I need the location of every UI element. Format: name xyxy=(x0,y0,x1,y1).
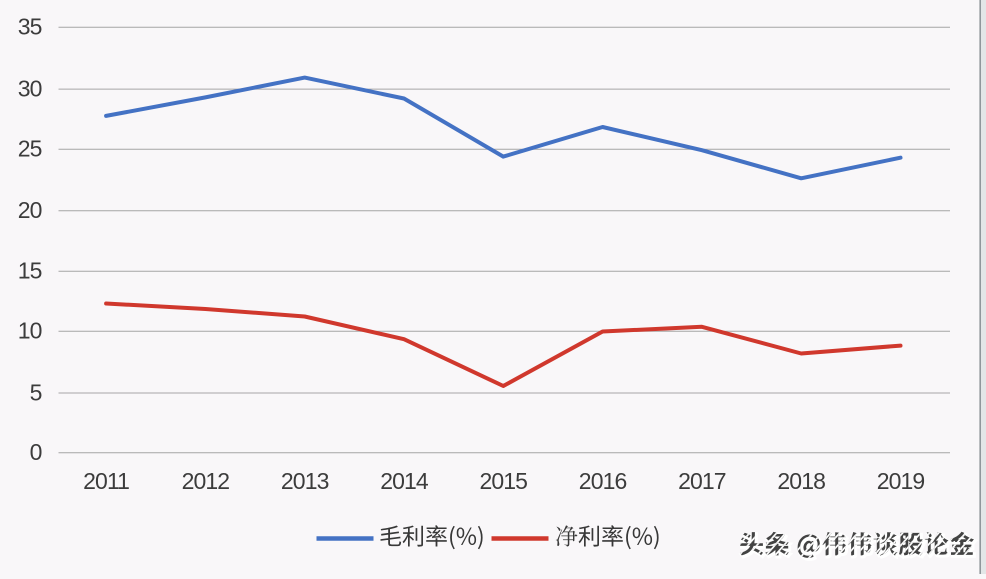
svg-text:0: 0 xyxy=(30,439,42,465)
svg-text:2018: 2018 xyxy=(777,468,825,494)
svg-text:10: 10 xyxy=(18,318,42,344)
svg-text:20: 20 xyxy=(18,197,42,223)
svg-text:2016: 2016 xyxy=(579,468,627,494)
svg-text:15: 15 xyxy=(18,258,42,284)
svg-text:2013: 2013 xyxy=(281,468,329,494)
svg-text:2011: 2011 xyxy=(83,468,129,494)
svg-text:25: 25 xyxy=(18,136,42,162)
svg-text:35: 35 xyxy=(18,14,42,40)
svg-text:5: 5 xyxy=(30,379,42,405)
svg-text:2019: 2019 xyxy=(877,468,925,494)
svg-text:2017: 2017 xyxy=(678,468,726,494)
svg-text:2015: 2015 xyxy=(480,468,528,494)
svg-text:2014: 2014 xyxy=(380,468,429,494)
svg-text:30: 30 xyxy=(18,76,42,102)
svg-text:2012: 2012 xyxy=(182,468,230,494)
